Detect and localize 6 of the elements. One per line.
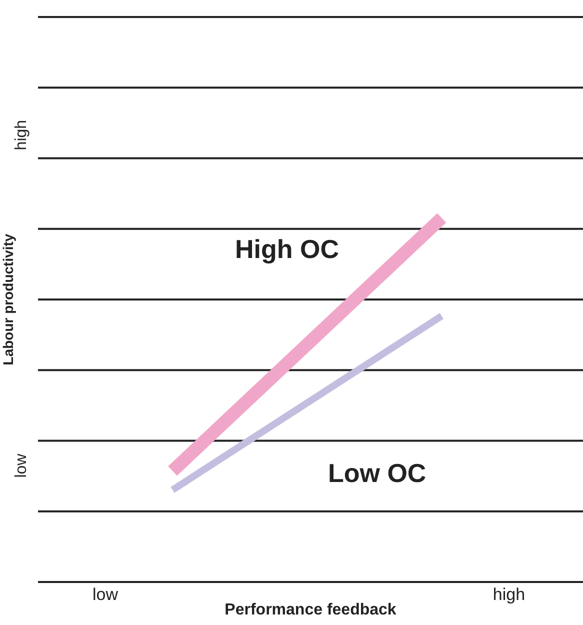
text: low — [13, 453, 30, 478]
text: high — [12, 120, 30, 150]
series-label: High OC — [235, 234, 340, 264]
y-axis-title: Labour productivity — [0, 234, 16, 366]
text: Low OC — [328, 458, 426, 488]
x-axis-title: Performance feedback — [224, 602, 396, 619]
